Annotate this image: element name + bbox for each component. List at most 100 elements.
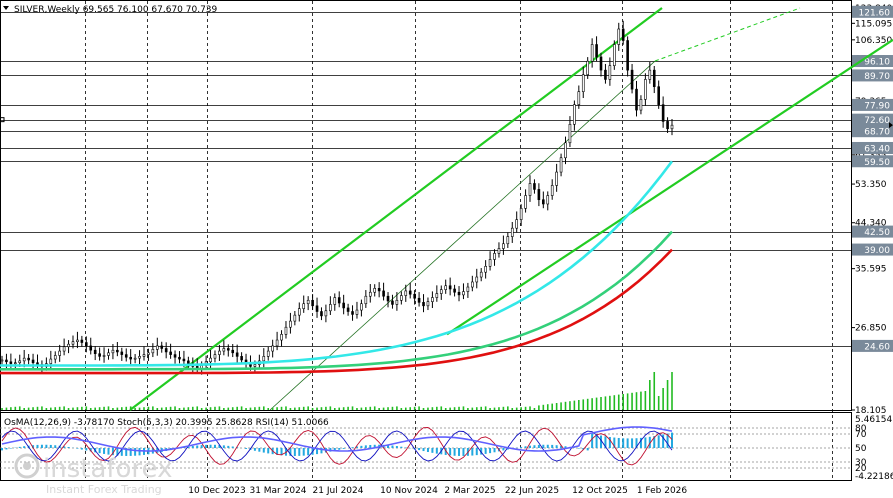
volume-bar: [418, 406, 420, 410]
volume-bar: [671, 372, 673, 410]
volume-bar: [107, 406, 110, 410]
osma-bar: [524, 446, 527, 448]
volume-bar: [58, 406, 61, 410]
osma-bar: [245, 448, 248, 449]
volume-bar: [209, 407, 212, 410]
left-marker-icon: [0, 117, 5, 123]
volume-bar: [631, 392, 633, 410]
osma-bar: [258, 448, 261, 452]
volume-bar: [604, 396, 607, 410]
candle-body: [346, 307, 350, 312]
candle-body: [324, 310, 328, 317]
osma-bar: [426, 448, 429, 452]
volume-bar: [382, 407, 385, 410]
volume-bar: [662, 388, 664, 410]
volume-bar: [98, 407, 101, 410]
candle-body: [644, 79, 647, 100]
candle-body: [49, 358, 53, 364]
volume-bar: [27, 407, 30, 410]
candle-body: [320, 311, 323, 317]
candle-body: [120, 351, 124, 355]
price-level-label: 96.10: [864, 58, 890, 68]
osma-bar: [222, 445, 225, 448]
osma-bar: [435, 448, 438, 454]
candle-body: [262, 356, 266, 362]
chart-header: SILVER,Weekly 69.565 76.100 67.670 70.73…: [3, 5, 329, 428]
candle-body: [444, 285, 448, 290]
volume-bar: [666, 380, 669, 410]
candle-body: [506, 236, 510, 245]
osma-bar: [267, 448, 270, 454]
candle-body: [111, 349, 115, 354]
volume-bar: [236, 406, 238, 410]
price-level-label: 89.70: [864, 72, 890, 82]
candle-body: [142, 354, 146, 357]
volume-bar: [409, 407, 412, 410]
osma-bar: [613, 437, 616, 448]
volume-bar: [36, 406, 39, 410]
volume-bar: [81, 406, 83, 410]
channel-mid-line: [269, 60, 656, 411]
volume-bar: [498, 407, 500, 410]
volume-bar: [143, 407, 145, 410]
osma-bar: [542, 444, 545, 448]
volume-bar: [622, 394, 624, 410]
osma-bar: [5, 448, 8, 450]
volume-bar: [475, 407, 478, 410]
volume-bar: [285, 406, 287, 410]
price-level-label: 42.50: [864, 228, 890, 238]
osma-bar: [635, 438, 638, 448]
sub-level-label: 50: [855, 444, 867, 454]
volume-bar: [85, 406, 88, 410]
symbol-info: SILVER,Weekly 69.565 76.100 67.670 70.73…: [14, 5, 218, 15]
candle-body: [182, 358, 186, 362]
osma-bar: [138, 448, 141, 456]
candle-body: [630, 69, 634, 90]
candle-body: [311, 299, 314, 307]
volume-bar: [183, 407, 185, 410]
osma-bar: [18, 446, 21, 448]
candle-body: [80, 339, 84, 343]
volume-bar: [320, 407, 323, 410]
volume-bar: [316, 407, 318, 410]
volume-bar: [112, 408, 114, 410]
volume-bar: [178, 408, 181, 410]
candle-body: [368, 291, 372, 297]
volume-bar: [187, 407, 190, 410]
osma-bar: [671, 432, 673, 448]
candle-body: [151, 349, 155, 354]
candle-body: [493, 253, 496, 260]
candle-body: [147, 352, 150, 355]
volume-bar: [249, 407, 252, 410]
volume-bar: [489, 408, 491, 410]
osma-bar: [89, 448, 92, 452]
osma-bar: [360, 445, 363, 448]
volume-bar: [422, 408, 425, 410]
osma-bar: [200, 445, 203, 448]
osma-bar: [134, 448, 137, 456]
volume-bar: [453, 407, 456, 410]
volume-bar: [54, 407, 57, 410]
volume-bar: [1, 408, 3, 410]
osma-bar: [560, 445, 563, 448]
osma-bar: [116, 448, 119, 456]
price-level-tag: [852, 243, 893, 256]
volume-bar: [404, 407, 407, 410]
candle-body: [502, 243, 505, 249]
candle-body: [386, 295, 390, 302]
candle-body: [439, 289, 443, 294]
candle-body: [617, 28, 621, 45]
indicator-info: OsMA(12,26,9) -3.78170 Stoch(5,3,3) 20.3…: [4, 418, 329, 428]
volume-bar: [240, 406, 243, 410]
osma-bar: [1, 448, 3, 451]
volume-bar: [302, 406, 305, 410]
candle-body: [62, 346, 66, 352]
osma-bar: [626, 438, 629, 448]
candle-body: [116, 349, 119, 353]
candle-body: [639, 99, 643, 111]
price-level-label: 72.60: [864, 116, 890, 126]
osma-bar: [98, 448, 101, 454]
price-level-tag: [852, 98, 893, 111]
osma-bar: [622, 438, 625, 448]
